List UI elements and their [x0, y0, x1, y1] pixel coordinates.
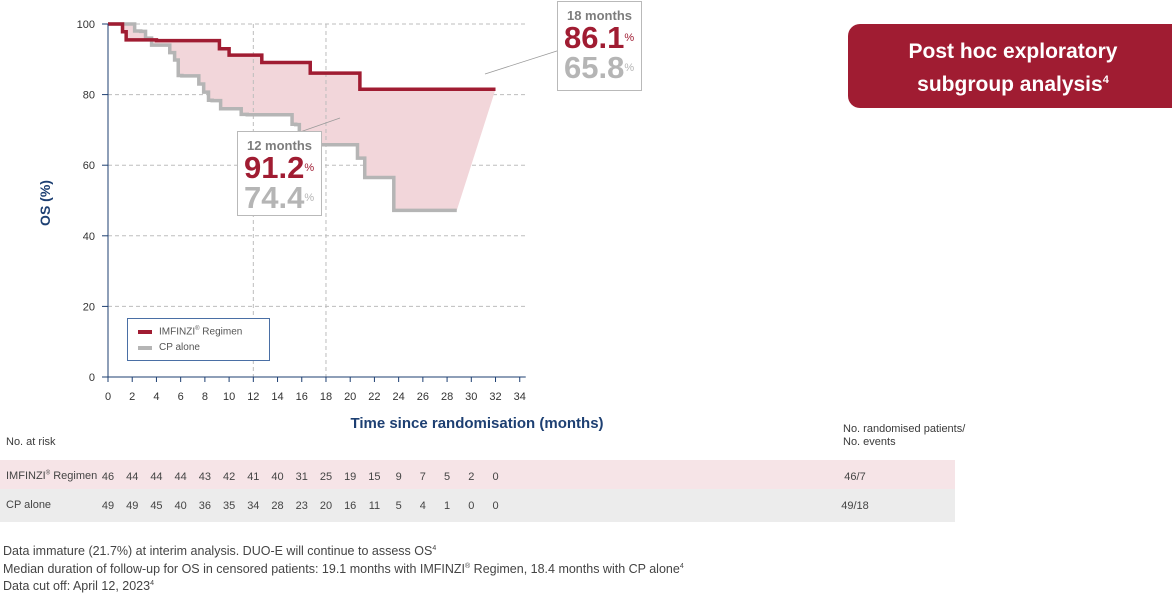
risk-cell: 7 — [419, 471, 426, 483]
risk-cell: 40 — [271, 471, 284, 483]
risk-row-total: 49/18 — [841, 500, 869, 512]
footnote-1: Data immature (21.7%) at interim analysi… — [3, 544, 437, 558]
risk-table-title: No. at risk — [6, 436, 56, 448]
risk-cell: 35 — [222, 500, 236, 512]
risk-cell: 44 — [174, 471, 187, 483]
callout-18-leader — [484, 49, 561, 75]
risk-cell: 28 — [271, 500, 284, 512]
callout-18-cp-unit: % — [624, 62, 635, 74]
risk-cell: 19 — [344, 471, 357, 483]
x-tick-label: 34 — [514, 391, 526, 403]
badge-ref: 4 — [1102, 74, 1109, 86]
x-tick-label: 28 — [441, 391, 453, 403]
risk-cell: 0 — [492, 500, 499, 512]
risk-cell: 23 — [295, 500, 308, 512]
x-tick-label: 4 — [153, 391, 159, 403]
risk-cell: 49 — [101, 500, 115, 512]
y-tick-label: 60 — [83, 160, 95, 172]
risk-cell: 41 — [247, 471, 260, 483]
callout-12-imfinzi-unit: % — [304, 162, 315, 174]
callout-12-cp: 74.4 — [244, 180, 305, 215]
callout-18-cp: 65.8 — [564, 50, 625, 85]
risk-cell: 43 — [198, 471, 211, 483]
risk-cell: 42 — [222, 471, 236, 483]
legend-label-cp: CP alone — [159, 342, 200, 353]
risk-cell: 44 — [150, 471, 163, 483]
risk-cell: 4 — [419, 500, 426, 512]
risk-cell: 9 — [395, 471, 402, 483]
risk-cell: 0 — [468, 500, 475, 512]
badge-line-1: Post hoc exploratory — [908, 40, 1118, 63]
x-tick-label: 0 — [105, 391, 111, 403]
risk-cell: 2 — [468, 471, 475, 483]
y-tick-label: 100 — [77, 19, 95, 31]
legend-label-imfinzi: IMFINZI® Regimen — [159, 326, 243, 338]
risk-cell: 5 — [444, 471, 451, 483]
x-tick-label: 10 — [223, 391, 235, 403]
y-tick-label: 80 — [83, 90, 95, 102]
risk-row-label: CP alone — [6, 499, 52, 511]
callout-12-leader — [299, 117, 341, 133]
x-tick-label: 24 — [393, 391, 405, 403]
x-tick-label: 30 — [465, 391, 477, 403]
risk-cell: 44 — [126, 471, 139, 483]
callout-18-imfinzi-unit: % — [624, 32, 635, 44]
risk-cell: 45 — [150, 500, 163, 512]
legend-swatch-cp — [138, 345, 152, 350]
x-tick-label: 2 — [129, 391, 135, 403]
x-tick-label: 22 — [368, 391, 380, 403]
x-tick-label: 14 — [271, 391, 283, 403]
x-tick-label: 12 — [247, 391, 259, 403]
footnote-2: Median duration of follow-up for OS in c… — [3, 562, 684, 576]
x-tick-label: 32 — [489, 391, 501, 403]
x-tick-label: 20 — [344, 391, 356, 403]
risk-cell: 36 — [198, 500, 211, 512]
series-line-imfinzi — [108, 22, 496, 92]
risk-cell: 20 — [319, 500, 333, 512]
risk-cell: 40 — [174, 500, 187, 512]
x-axis-label: Time since randomisation (months) — [350, 415, 603, 432]
risk-cell: 16 — [344, 500, 357, 512]
callout-12-imfinzi: 91.2 — [244, 150, 305, 185]
risk-cell: 34 — [247, 500, 260, 512]
legend-item-imfinzi: IMFINZI® Regimen — [138, 326, 242, 337]
risk-cell: 11 — [368, 500, 381, 512]
risk-row-imfinzi: IMFINZI® Regimen 46/7 46 44 44 44 43 42 41 40 31… — [0, 460, 955, 493]
x-tick-label: 8 — [202, 391, 208, 403]
x-tick-label: 6 — [178, 391, 184, 403]
chart-legend: IMFINZI® Regimen CP alone — [127, 318, 270, 361]
callout-18-imfinzi: 86.1 — [564, 20, 625, 55]
risk-row-total: 46/7 — [844, 471, 866, 483]
legend-swatch-imfinzi — [138, 329, 152, 334]
risk-cell: 46 — [101, 471, 115, 483]
callout-18-months: 18 months 86.1% 65.8% — [557, 1, 642, 91]
risk-row-label: IMFINZI® Regimen — [6, 470, 98, 482]
risk-cell: 5 — [395, 500, 402, 512]
risk-cell: 31 — [295, 471, 308, 483]
risk-cell: 25 — [319, 471, 333, 483]
risk-cell: 15 — [368, 471, 381, 483]
callout-18-label: 18 months — [566, 8, 632, 23]
risk-cell: 49 — [126, 500, 139, 512]
difference-area — [108, 24, 496, 211]
footnote-3: Data cut off: April 12, 20234 — [3, 579, 154, 593]
callout-12-cp-unit: % — [304, 192, 315, 204]
x-tick-label: 16 — [296, 391, 308, 403]
risk-cell: 1 — [444, 500, 451, 512]
badge-line-2: subgroup analysis — [917, 73, 1103, 96]
callout-12-label: 12 months — [246, 138, 312, 153]
risk-cell: 0 — [492, 471, 499, 483]
y-tick-label: 40 — [83, 231, 95, 243]
y-axis-label: OS (%) — [37, 180, 53, 226]
y-tick-label: 0 — [89, 372, 95, 384]
risk-row-cp: CP alone 49/18 49 49 45 40 36 35 34 28 23 20 16 11 5… — [0, 489, 955, 522]
x-tick-label: 26 — [417, 391, 429, 403]
x-tick-label: 18 — [320, 391, 332, 403]
subgroup-analysis-badge: Post hoc exploratory subgroup analysis4 — [848, 24, 1172, 108]
totals-title: No. randomised patients/ No. events — [843, 423, 966, 448]
y-tick-label: 20 — [83, 301, 95, 313]
legend-item-cp: CP alone — [138, 342, 200, 353]
callout-12-months: 12 months 91.2% 74.4% — [237, 131, 322, 216]
